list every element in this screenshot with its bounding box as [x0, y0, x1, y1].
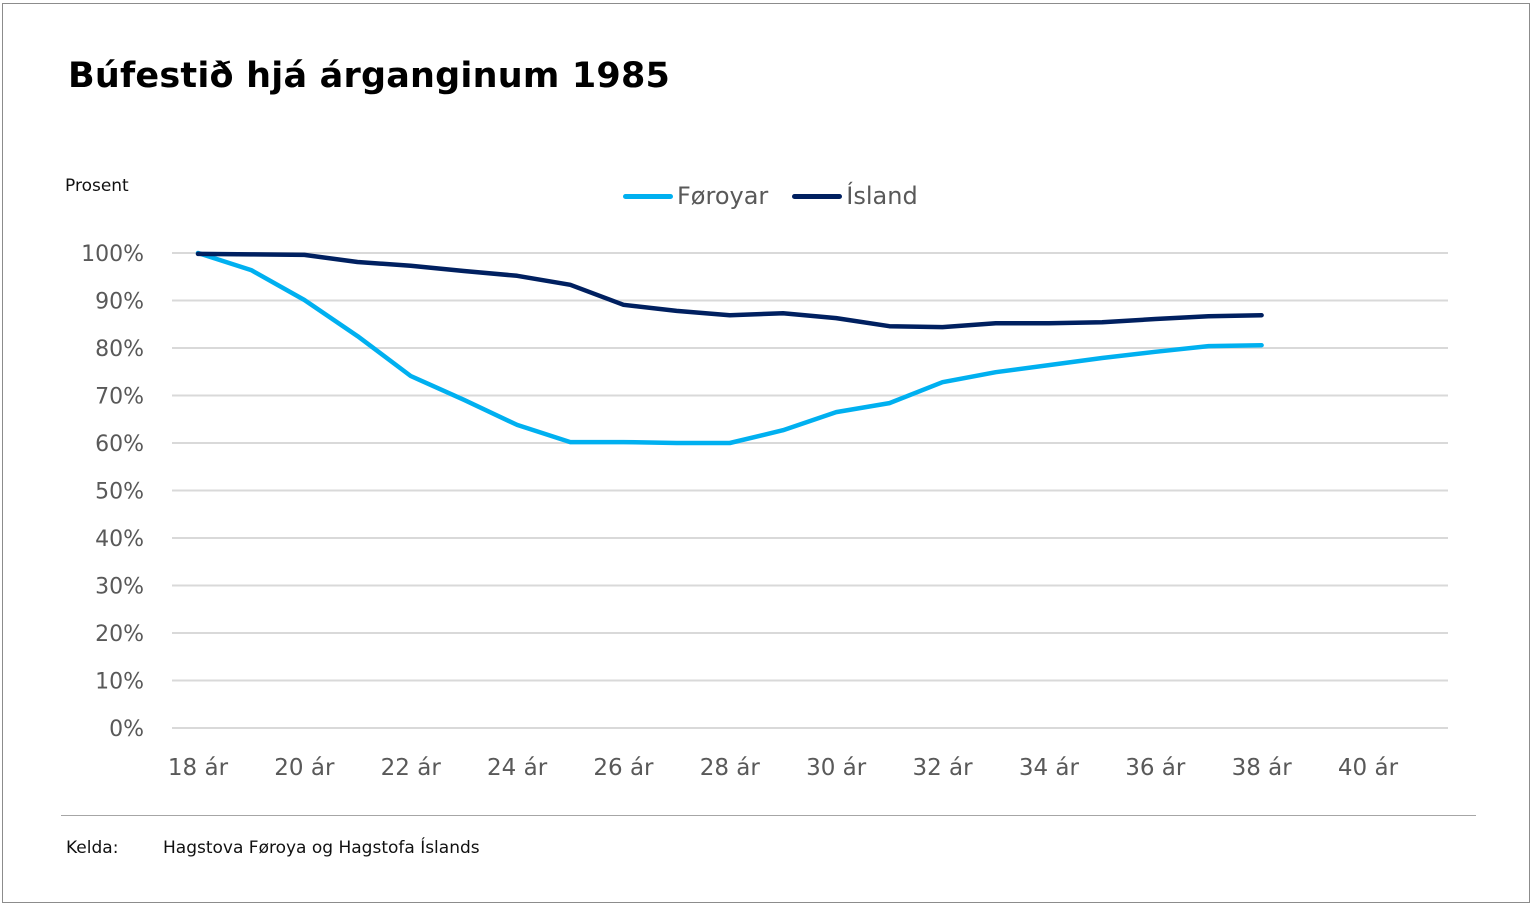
- x-tick-label: 32 ár: [912, 755, 973, 781]
- y-axis-ticks: 0% 10% 20% 30% 40% 50% 60% 70% 80% 90% 100%: [81, 242, 144, 742]
- source-text: Hagstova Føroya og Hagstofa Íslands: [163, 838, 480, 858]
- y-tick-label: 100%: [81, 242, 144, 267]
- legend: Føroyar Ísland: [623, 182, 942, 210]
- y-tick-label: 80%: [95, 337, 144, 362]
- y-tick-label: 40%: [95, 527, 144, 552]
- x-tick-label: 22 ár: [381, 755, 442, 781]
- x-tick-label: 34 ár: [1019, 755, 1080, 781]
- x-tick-label: 38 ár: [1232, 755, 1293, 781]
- y-tick-label: 0%: [109, 717, 144, 742]
- source-label: Kelda:: [66, 838, 119, 858]
- y-tick-label: 90%: [95, 290, 144, 315]
- x-tick-label: 18 ár: [168, 755, 229, 781]
- series-lines: [195, 250, 1264, 446]
- series-line-island: [195, 251, 1264, 330]
- y-tick-label: 20%: [95, 622, 144, 647]
- x-tick-label: 40 ár: [1338, 755, 1399, 781]
- y-axis-unit-label: Prosent: [65, 176, 129, 196]
- x-tick-label: 36 ár: [1125, 755, 1186, 781]
- legend-item-foroyar: Føroyar: [623, 182, 768, 210]
- y-tick-label: 10%: [95, 670, 144, 695]
- legend-item-island: Ísland: [792, 182, 918, 210]
- y-tick-label: 70%: [95, 385, 144, 410]
- y-tick-label: 50%: [95, 480, 144, 505]
- chart-frame: [2, 3, 1530, 903]
- x-axis-ticks: 18 ár 20 ár 22 ár 24 ár 26 ár 28 ár 30 ár 32 ár…: [168, 755, 1399, 781]
- x-tick-label: 24 ár: [487, 755, 548, 781]
- x-tick-label: 30 ár: [806, 755, 867, 781]
- x-tick-label: 26 ár: [593, 755, 654, 781]
- gridlines: [172, 252, 1448, 729]
- legend-label-island: Ísland: [846, 182, 918, 210]
- legend-label-foroyar: Føroyar: [677, 182, 769, 210]
- y-tick-label: 30%: [95, 575, 144, 600]
- y-tick-label: 60%: [95, 432, 144, 457]
- footer-divider: [61, 815, 1476, 816]
- x-tick-label: 20 ár: [274, 755, 335, 781]
- chart-title: Búfestið hjá árganginum 1985: [68, 56, 671, 96]
- legend-swatch-foroyar: [623, 193, 673, 199]
- legend-swatch-island: [792, 193, 843, 199]
- x-tick-label: 28 ár: [700, 755, 761, 781]
